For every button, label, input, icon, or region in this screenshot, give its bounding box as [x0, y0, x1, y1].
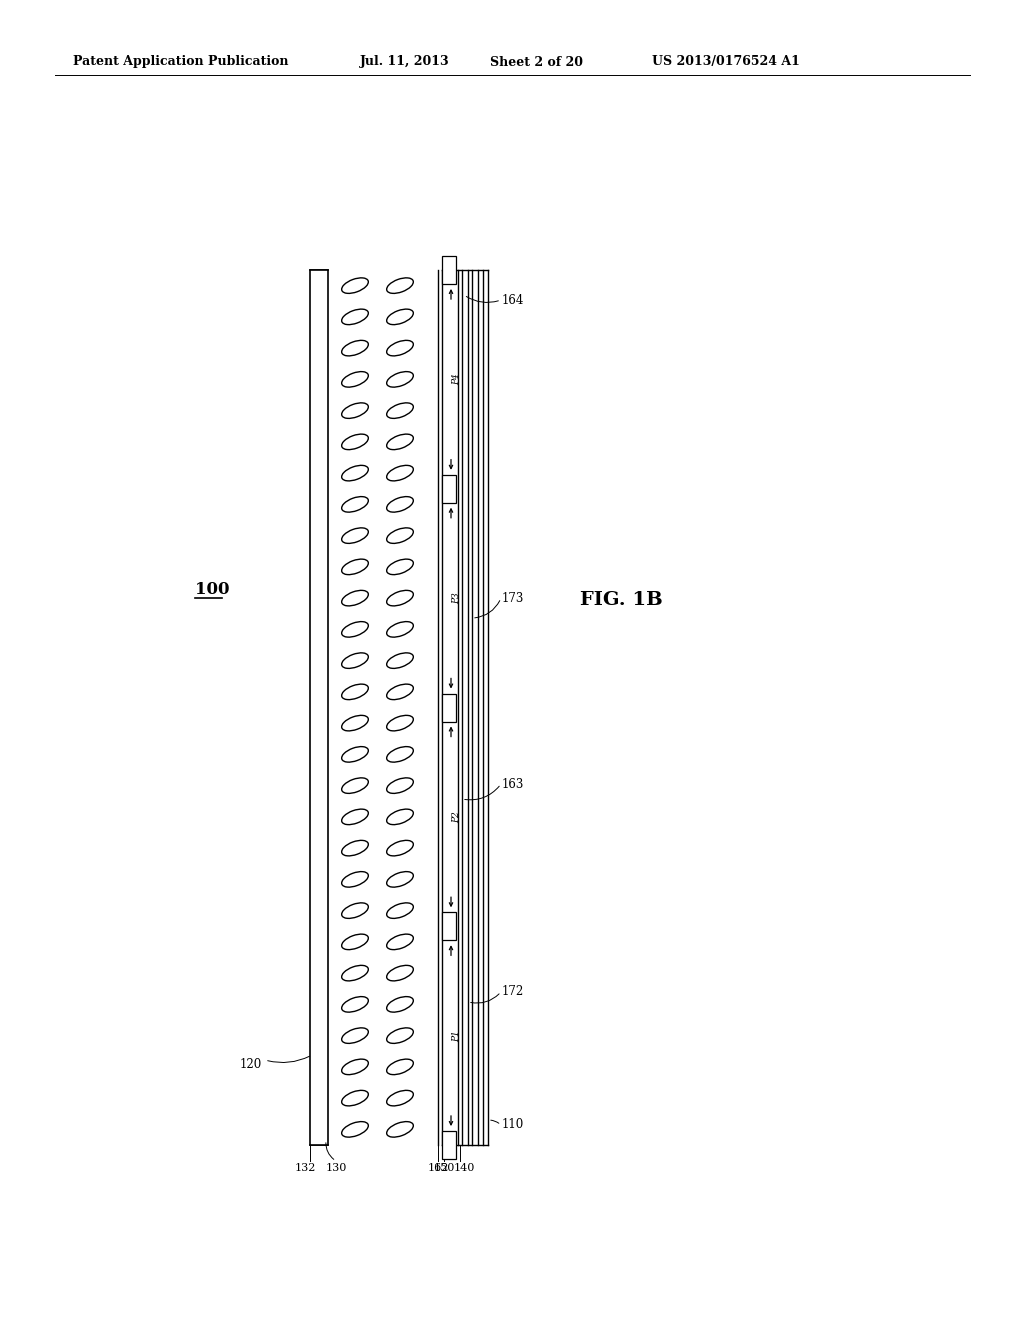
Text: P4: P4	[452, 374, 461, 385]
Bar	[442, 912, 456, 940]
Text: Patent Application Publication: Patent Application Publication	[73, 55, 289, 69]
Text: US 2013/0176524 A1: US 2013/0176524 A1	[652, 55, 800, 69]
Bar	[310, 271, 328, 1144]
Text: 164: 164	[502, 293, 524, 306]
Text: Jul. 11, 2013: Jul. 11, 2013	[360, 55, 450, 69]
Text: 173: 173	[502, 591, 524, 605]
Text: 132: 132	[294, 1163, 315, 1173]
Text: FIG. 1B: FIG. 1B	[580, 591, 663, 609]
Text: 110: 110	[502, 1118, 524, 1131]
Text: P2: P2	[452, 810, 461, 822]
Text: 100: 100	[195, 582, 229, 598]
Bar	[442, 256, 456, 284]
Text: 162: 162	[427, 1163, 449, 1173]
Text: 130: 130	[326, 1163, 347, 1173]
Text: 140: 140	[454, 1163, 475, 1173]
Text: Sheet 2 of 20: Sheet 2 of 20	[490, 55, 583, 69]
Bar	[442, 1131, 456, 1159]
Text: 120: 120	[240, 1059, 262, 1072]
Text: 172: 172	[502, 985, 524, 998]
Text: 163: 163	[502, 777, 524, 791]
Text: 150: 150	[433, 1163, 455, 1173]
Bar	[442, 475, 456, 503]
Text: P1: P1	[452, 1030, 461, 1041]
Text: P3: P3	[452, 593, 461, 605]
Bar	[442, 693, 456, 722]
